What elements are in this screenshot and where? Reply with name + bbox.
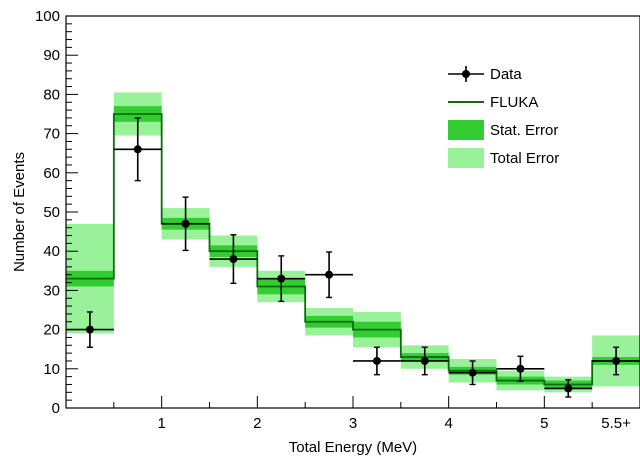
- fluka-histogram: [66, 113, 640, 386]
- fluka-step-line: [66, 113, 640, 386]
- y-tick-label: 80: [43, 86, 60, 103]
- y-tick-label: 90: [43, 47, 60, 64]
- x-tick-label: 4: [444, 415, 452, 432]
- legend-stat-swatch: [448, 120, 484, 140]
- data-point: [468, 368, 477, 377]
- data-point: [85, 325, 94, 334]
- data-point: [325, 270, 334, 279]
- axes: [65, 15, 640, 409]
- data-point: [564, 384, 573, 393]
- data-point: [133, 145, 142, 154]
- data-point: [516, 364, 525, 373]
- data-points: [66, 117, 640, 398]
- y-tick-label: 10: [43, 361, 60, 378]
- data-point: [181, 219, 190, 228]
- y-tick-label: 30: [43, 282, 60, 299]
- y-tick-label: 50: [43, 204, 60, 221]
- y-tick-label: 0: [52, 400, 60, 417]
- y-axis-ticks: 0 10 20 30 40 50 60 70 80 90 100: [35, 8, 78, 417]
- plot-frame: [65, 15, 640, 409]
- legend-label: Data: [490, 66, 522, 83]
- y-tick-label: 100: [35, 8, 60, 25]
- x-tick-label: 5: [540, 415, 548, 432]
- data-point: [612, 356, 621, 365]
- y-axis-label: Number of Events: [11, 152, 28, 272]
- y-tick-label: 20: [43, 322, 60, 339]
- legend-total-swatch: [448, 148, 484, 168]
- x-axis-ticks: 1 2 3 4 5 5.5+: [113, 396, 631, 432]
- x-tick-label: 5.5+: [601, 415, 631, 432]
- legend-label: Total Error: [490, 150, 559, 167]
- x-tick-label: 2: [253, 415, 261, 432]
- y-tick-label: 60: [43, 165, 60, 182]
- x-axis-label: Total Energy (MeV): [289, 439, 417, 456]
- x-tick-label: 3: [349, 415, 357, 432]
- legend-data-marker: [462, 70, 470, 78]
- data-point: [420, 356, 429, 365]
- data-point: [372, 356, 381, 365]
- legend: Data FLUKA Stat. Error Total Error: [448, 66, 559, 168]
- data-point: [229, 255, 238, 264]
- data-point: [277, 274, 286, 283]
- y-tick-label: 40: [43, 243, 60, 260]
- x-tick-label: 1: [157, 415, 165, 432]
- legend-label: FLUKA: [490, 94, 538, 111]
- y-tick-label: 70: [43, 126, 60, 143]
- legend-label: Stat. Error: [490, 122, 558, 139]
